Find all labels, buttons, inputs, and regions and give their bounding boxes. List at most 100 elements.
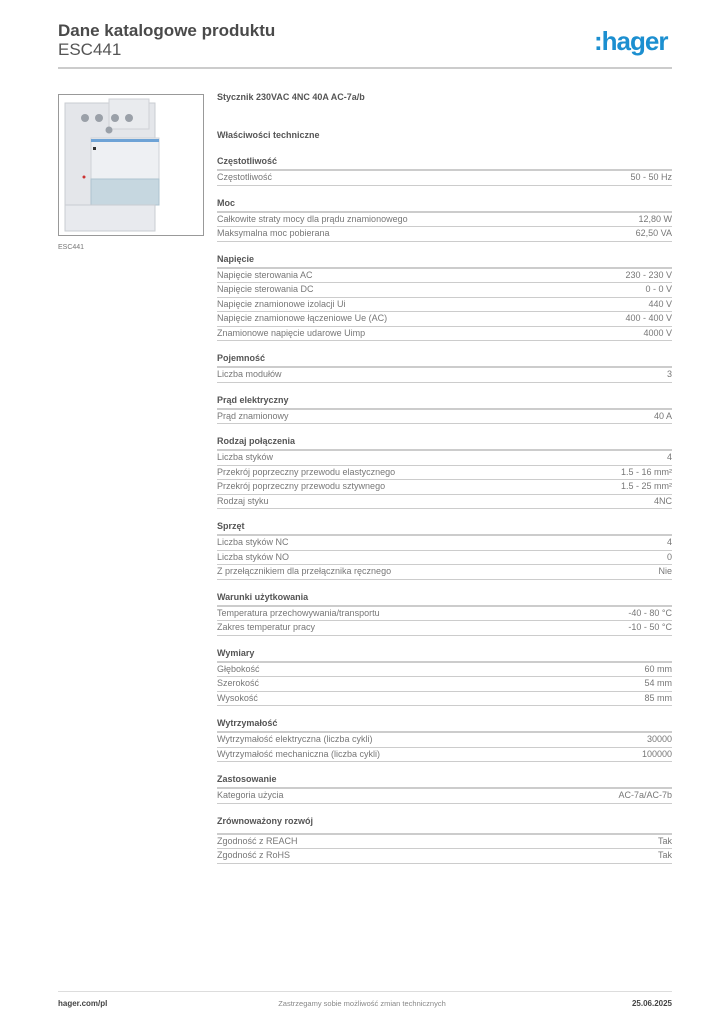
spec-value: 60 mm: [644, 663, 672, 674]
section-title: Zrównoważony rozwój: [217, 814, 672, 835]
spec-row: Liczba modułów 3: [217, 368, 672, 383]
spec-section: Rodzaj połączenia Liczba styków 4 Przekrój …: [217, 434, 672, 509]
spec-sections: Częstotliwość Częstotliwość 50 - 50 Hz Moc C…: [217, 154, 672, 864]
header-divider: [58, 67, 672, 69]
spec-row: Głębokość 60 mm: [217, 663, 672, 677]
spec-label: Wytrzymałość mechaniczna (liczba cykli): [217, 748, 380, 759]
product-code: ESC441: [58, 40, 122, 59]
spec-row: Kategoria użycia AC-7a/AC-7b: [217, 789, 672, 804]
spec-row: Zakres temperatur pracy -10 - 50 °C: [217, 621, 672, 636]
hager-logo: :hager: [594, 26, 668, 56]
spec-value: 4000 V: [643, 327, 672, 338]
spec-row: Zgodność z RoHS Tak: [217, 849, 672, 864]
section-title: Wytrzymałość: [217, 716, 672, 733]
properties-heading: Właściwości techniczne: [217, 130, 320, 140]
spec-label: Liczba modułów: [217, 369, 282, 379]
spec-section: Prąd elektryczny Prąd znamionowy 40 A: [217, 393, 672, 424]
spec-value: 50 - 50 Hz: [630, 172, 672, 182]
spec-label: Przekrój poprzeczny przewodu sztywnego: [217, 481, 386, 491]
spec-value: 3: [666, 369, 672, 379]
spec-section: Sprzęt Liczba styków NC 4 Liczba styków NO 0…: [217, 519, 672, 580]
spec-row: Liczba styków NO 0: [217, 551, 672, 565]
spec-section: Częstotliwość Częstotliwość 50 - 50 Hz: [217, 154, 672, 186]
spec-label: Zgodność z REACH: [217, 835, 298, 846]
spec-label: Napięcie znamionowe łączeniowe Ue (AC): [217, 313, 388, 323]
spec-value: Nie: [658, 566, 672, 576]
section-title: Sprzęt: [217, 519, 672, 536]
spec-label: Liczba styków NC: [217, 537, 289, 547]
spec-label: Przekrój poprzeczny przewodu elastyczneg…: [217, 466, 396, 477]
section-title: Warunki użytkowania: [217, 590, 672, 607]
spec-value: 85 mm: [644, 692, 672, 703]
image-caption: ESC441: [58, 244, 85, 251]
spec-value: 400 - 400 V: [625, 313, 672, 323]
spec-label: Zakres temperatur pracy: [217, 622, 316, 632]
section-title: Moc: [217, 196, 672, 213]
spec-row: Wytrzymałość mechaniczna (liczba cykli) 1…: [217, 748, 672, 762]
spec-label: Wytrzymałość elektryczna (liczba cykli): [217, 734, 373, 744]
spec-label: Maksymalna moc pobierana: [217, 228, 330, 238]
spec-value: -10 - 50 °C: [628, 622, 672, 632]
spec-section: Wytrzymałość Wytrzymałość elektryczna (li…: [217, 716, 672, 762]
spec-label: Napięcie znamionowe izolacji Ui: [217, 298, 346, 309]
spec-label: Liczba styków NO: [217, 551, 290, 562]
contactor-illustration: [64, 98, 160, 232]
spec-value: -40 - 80 °C: [628, 607, 672, 618]
spec-section: Zrównoważony rozwój Zgodność z REACH Tak Zg…: [217, 814, 672, 864]
spec-row: Przekrój poprzeczny przewodu sztywnego 1.…: [217, 480, 672, 495]
product-name: Stycznik 230VAC 4NC 40A AC-7a/b: [217, 92, 365, 102]
spec-value: 440 V: [648, 298, 672, 309]
spec-value: 12,80 W: [638, 213, 672, 224]
spec-row: Zgodność z REACH Tak: [217, 835, 672, 849]
spec-value: 0: [666, 551, 672, 562]
spec-value: 1.5 - 25 mm²: [620, 481, 672, 491]
spec-label: Częstotliwość: [217, 172, 273, 182]
spec-section: Pojemność Liczba modułów 3: [217, 351, 672, 383]
spec-value: Tak: [657, 850, 672, 860]
spec-value: AC-7a/AC-7b: [618, 790, 672, 800]
section-title: Prąd elektryczny: [217, 393, 672, 410]
spec-section: Moc Całkowite straty mocy dla prądu znami…: [217, 196, 672, 242]
spec-label: Całkowite straty mocy dla prądu znamiono…: [217, 213, 408, 224]
footer-divider: [58, 991, 672, 992]
spec-value: Tak: [657, 835, 672, 846]
spec-value: 30000: [646, 734, 672, 744]
spec-row: Temperatura przechowywania/transportu -40…: [217, 607, 672, 621]
spec-row: Napięcie sterowania DC 0 - 0 V: [217, 283, 672, 298]
product-image: [58, 94, 204, 236]
page-title: Dane katalogowe produktu: [58, 21, 276, 40]
spec-section: Napięcie Napięcie sterowania AC 230 - 230 …: [217, 252, 672, 341]
spec-row: Wytrzymałość elektryczna (liczba cykli) 3…: [217, 733, 672, 748]
spec-label: Rodzaj styku: [217, 495, 269, 506]
spec-value: 100000: [641, 748, 672, 759]
spec-row: Napięcie sterowania AC 230 - 230 V: [217, 269, 672, 283]
section-title: Zastosowanie: [217, 772, 672, 789]
spec-label: Znamionowe napięcie udarowe Uimp: [217, 327, 366, 338]
spec-row: Napięcie znamionowe łączeniowe Ue (AC) 40…: [217, 312, 672, 327]
spec-label: Kategoria użycia: [217, 790, 284, 800]
spec-value: 4: [666, 452, 672, 462]
section-title: Częstotliwość: [217, 154, 672, 171]
footer-notice: Zastrzegamy sobie możliwość zmian techni…: [278, 999, 446, 1008]
spec-section: Zastosowanie Kategoria użycia AC-7a/AC-7b: [217, 772, 672, 804]
spec-value: 62,50 VA: [635, 228, 672, 238]
section-title: Napięcie: [217, 252, 672, 269]
spec-row: Z przełącznikiem dla przełącznika ręczne…: [217, 565, 672, 580]
section-title: Wymiary: [217, 646, 672, 663]
spec-label: Temperatura przechowywania/transportu: [217, 607, 380, 618]
footer-website: hager.com/pl: [58, 999, 108, 1008]
spec-table: Stycznik 230VAC 4NC 40A AC-7a/b Właściwo…: [217, 90, 672, 864]
spec-label: Liczba styków: [217, 452, 274, 462]
spec-row: Maksymalna moc pobierana 62,50 VA: [217, 227, 672, 242]
spec-section: Warunki użytkowania Temperatura przechowy…: [217, 590, 672, 636]
spec-value: 230 - 230 V: [625, 269, 672, 280]
spec-label: Prąd znamionowy: [217, 410, 289, 421]
spec-value: 40 A: [653, 410, 672, 421]
spec-value: 54 mm: [644, 678, 672, 688]
spec-label: Z przełącznikiem dla przełącznika ręczne…: [217, 566, 392, 576]
section-title: Rodzaj połączenia: [217, 434, 672, 451]
spec-label: Głębokość: [217, 663, 260, 674]
spec-row: Napięcie znamionowe izolacji Ui 440 V: [217, 298, 672, 312]
spec-row: Przekrój poprzeczny przewodu elastyczneg…: [217, 466, 672, 480]
spec-row: Częstotliwość 50 - 50 Hz: [217, 171, 672, 186]
